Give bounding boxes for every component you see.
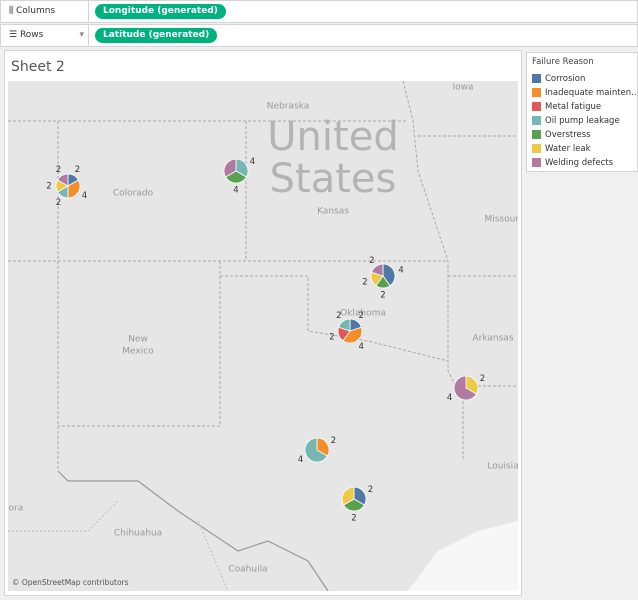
legend-item[interactable]: Welding defects [532, 158, 613, 170]
columns-label: ⫼ Columns [1, 1, 89, 22]
map-label: Louisia [487, 462, 518, 472]
legend-text: Oil pump leakage [545, 116, 620, 126]
pie-label: 2 [75, 165, 80, 175]
legend-text: Inadequate mainten.. [545, 88, 637, 98]
borders [8, 81, 518, 471]
pie: 22 [341, 485, 373, 524]
map-title-label: United [267, 114, 398, 160]
legend-swatch [532, 102, 541, 111]
pie-label: 4 [358, 342, 363, 352]
attribution: © OpenStreetMap contributors [12, 578, 129, 587]
pie: 24 [298, 436, 336, 465]
pie-label: 2 [56, 165, 61, 175]
pie-label: 4 [398, 266, 403, 276]
legend-text: Metal fatigue [545, 102, 602, 112]
map-label: Nebraska [267, 102, 309, 112]
pie-label: 2 [362, 277, 367, 287]
pie-wedge [304, 437, 328, 463]
map-label: Iowa [452, 83, 473, 93]
sheet-title: Sheet 2 [11, 59, 65, 75]
sheet: Sheet 2 Nebraska Iowa United States Colorado… [4, 50, 522, 596]
pie-label: 4 [447, 393, 452, 403]
pie-label: 2 [380, 291, 385, 301]
map-label: nora [8, 504, 23, 514]
pie-label: 2 [331, 436, 336, 446]
columns-pill[interactable]: Longitude (generated) [95, 4, 226, 19]
columns-shelf: ⫼ Columns Longitude (generated) [0, 0, 638, 23]
pie-wedge [343, 498, 365, 512]
pie: 44 [223, 157, 255, 196]
rows-label: ☰ Rows ▾ [1, 25, 89, 46]
pie-label: 2 [358, 311, 363, 321]
pie-label: 2 [369, 256, 374, 266]
pie-wedge [341, 486, 355, 506]
map-label: Arkansas [472, 334, 513, 344]
pie-label: 2 [368, 485, 373, 495]
map-bg [8, 81, 518, 591]
mexico-border [57, 470, 329, 591]
pie-label: 4 [82, 191, 87, 201]
legend-swatch [532, 88, 541, 97]
pie-wedge [338, 318, 351, 332]
pie-wedge [382, 263, 396, 287]
legend-swatch [532, 74, 541, 83]
pie-label: 4 [250, 157, 255, 167]
rows-text: Rows [19, 30, 44, 40]
pie: 2 4 2 2 [329, 311, 364, 352]
map-label: New [128, 335, 148, 345]
map-label: Mexico [122, 347, 154, 357]
pie-label: 2 [329, 332, 334, 342]
map-label: Oklahoma [340, 309, 386, 319]
pie-wedge [342, 326, 363, 344]
pie-wedge [453, 375, 477, 401]
legend-text: Corrosion [545, 74, 586, 84]
pie: 4 2 2 2 [362, 256, 404, 300]
pie-label: 2 [46, 182, 51, 192]
legend-item[interactable]: Corrosion [532, 74, 585, 86]
legend-swatch [532, 158, 541, 167]
pie-wedge [223, 158, 237, 178]
pie-label: 2 [480, 374, 485, 384]
pie-wedge [67, 179, 81, 199]
columns-text: Columns [16, 6, 56, 16]
legend-text: Welding defects [545, 158, 614, 168]
legend-text: Water leak [545, 144, 591, 154]
pie-label: 2 [56, 198, 61, 208]
pie-label: 4 [298, 455, 303, 465]
rows-pill[interactable]: Latitude (generated) [95, 28, 218, 43]
legend-item[interactable]: Oil pump leakage [532, 116, 620, 128]
map-label: Kansas [317, 207, 349, 217]
rows-shelf: ☰ Rows ▾ Latitude (generated) [0, 24, 638, 47]
legend-item[interactable]: Water leak [532, 144, 591, 156]
legend-item[interactable]: Metal fatigue [532, 102, 601, 114]
map-label: Chihuahua [114, 529, 162, 539]
map-label: Coahuila [228, 565, 267, 575]
map-title-label: States [270, 156, 397, 202]
pie-wedge [225, 170, 247, 184]
legend-swatch [532, 144, 541, 153]
gulf [408, 521, 518, 591]
mexico-states [8, 500, 229, 591]
legend-swatch [532, 130, 541, 139]
map-label: Colorado [113, 189, 154, 199]
legend-text: Overstress [545, 130, 591, 140]
legend-item[interactable]: Overstress [532, 130, 591, 142]
pie-label: 2 [351, 514, 356, 524]
legend-title: Failure Reason [532, 57, 594, 67]
pie-wedge [57, 173, 69, 187]
legend-swatch [532, 116, 541, 125]
legend: Failure Reason Corrosion Inadequate maint… [526, 52, 638, 172]
pie-label: 4 [233, 186, 238, 196]
legend-item[interactable]: Inadequate mainten.. [532, 88, 637, 100]
pie-wedge [371, 263, 384, 277]
pie: 24 [447, 374, 485, 403]
map-label: Missouri [484, 215, 518, 225]
pie-label: 2 [336, 311, 341, 321]
